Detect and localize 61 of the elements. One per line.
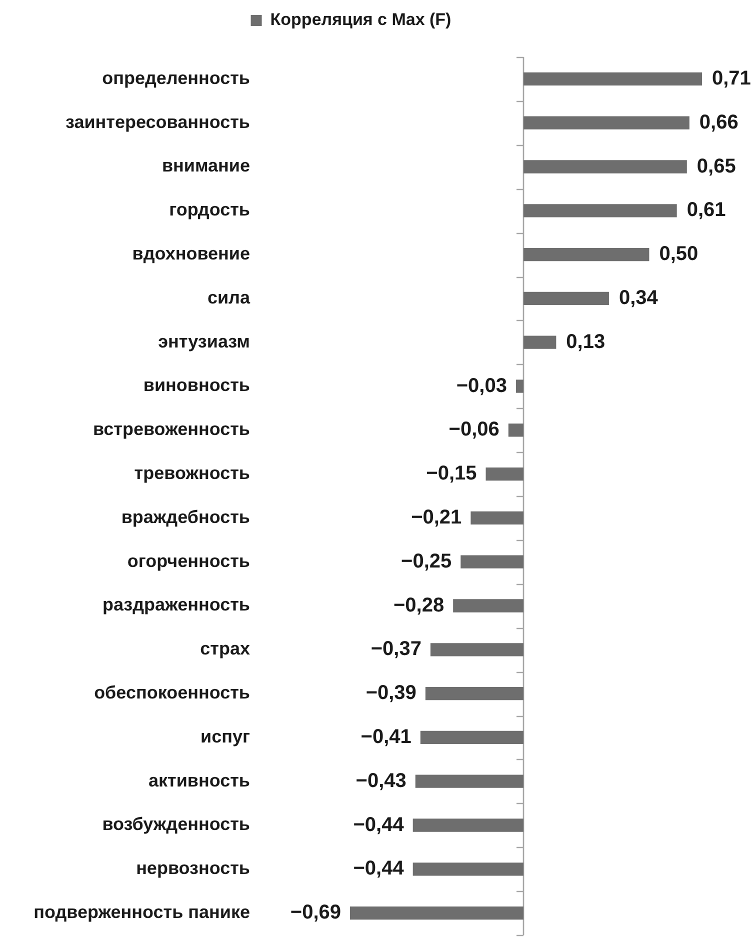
bar xyxy=(523,336,556,349)
bar xyxy=(412,818,524,832)
data-label: −0,43 xyxy=(356,770,406,792)
y-tick-label: враждебность xyxy=(121,506,250,527)
data-label: −0,44 xyxy=(353,858,405,880)
data-label: 0,66 xyxy=(699,111,738,134)
data-label: −0,06 xyxy=(448,418,500,441)
data-label: −0,41 xyxy=(360,726,412,748)
y-tick-label: нервозность xyxy=(136,858,250,878)
data-label: −0,37 xyxy=(370,638,422,660)
bar xyxy=(460,555,524,568)
y-tick-label: внимание xyxy=(162,156,250,176)
data-label: −0,69 xyxy=(290,902,341,924)
bar xyxy=(523,160,687,174)
data-label: −0,25 xyxy=(401,550,452,572)
data-label: 0,65 xyxy=(696,155,736,178)
data-label: −0,39 xyxy=(366,682,416,704)
y-tick-label: заинтересованность xyxy=(66,112,250,132)
data-label: −0,28 xyxy=(393,594,444,616)
y-tick-label: энтузиазм xyxy=(158,331,250,352)
bar xyxy=(523,204,677,218)
bar xyxy=(523,72,702,86)
y-tick-label: встревоженность xyxy=(93,419,250,440)
y-tick-label: страх xyxy=(200,638,250,659)
data-label: −0,44 xyxy=(353,814,405,836)
bar xyxy=(415,774,524,788)
y-tick-label: сила xyxy=(207,287,251,308)
bar xyxy=(470,511,524,525)
bar xyxy=(430,643,524,656)
y-tick-label: определенность xyxy=(102,68,250,88)
bar xyxy=(425,686,524,700)
y-tick-label: испуг xyxy=(200,726,250,746)
data-label: 0,61 xyxy=(686,199,726,222)
y-tick-label: раздраженность xyxy=(102,594,250,615)
data-label: −0,21 xyxy=(411,506,462,528)
y-tick-label: возбужденность xyxy=(102,814,250,834)
legend-label: Корреляция с Max (F) xyxy=(270,10,452,30)
y-tick-label: вдохновение xyxy=(132,244,250,264)
bar xyxy=(523,248,650,262)
bar xyxy=(523,292,609,306)
y-tick-label: гордость xyxy=(169,200,250,220)
bar xyxy=(453,599,524,612)
y-tick-label: тревожность xyxy=(134,463,250,484)
data-label: 0,34 xyxy=(618,286,659,309)
bar xyxy=(516,380,524,393)
data-label: 0,71 xyxy=(712,67,751,90)
bar xyxy=(523,116,690,130)
bar xyxy=(350,906,524,920)
data-label: 0,50 xyxy=(659,243,698,266)
y-tick-label: подверженность панике xyxy=(34,902,250,922)
y-tick-label: виновность xyxy=(143,375,250,396)
bar xyxy=(508,424,524,437)
y-tick-label: активность xyxy=(148,770,250,790)
bar xyxy=(486,467,524,481)
y-tick-label: обеспокоенность xyxy=(94,682,250,703)
bar xyxy=(412,862,524,876)
y-tick-label: огорченность xyxy=(127,550,250,571)
data-label: −0,15 xyxy=(426,462,477,485)
data-label: −0,03 xyxy=(456,374,507,397)
data-label: 0,13 xyxy=(566,330,606,353)
bar xyxy=(420,730,524,744)
